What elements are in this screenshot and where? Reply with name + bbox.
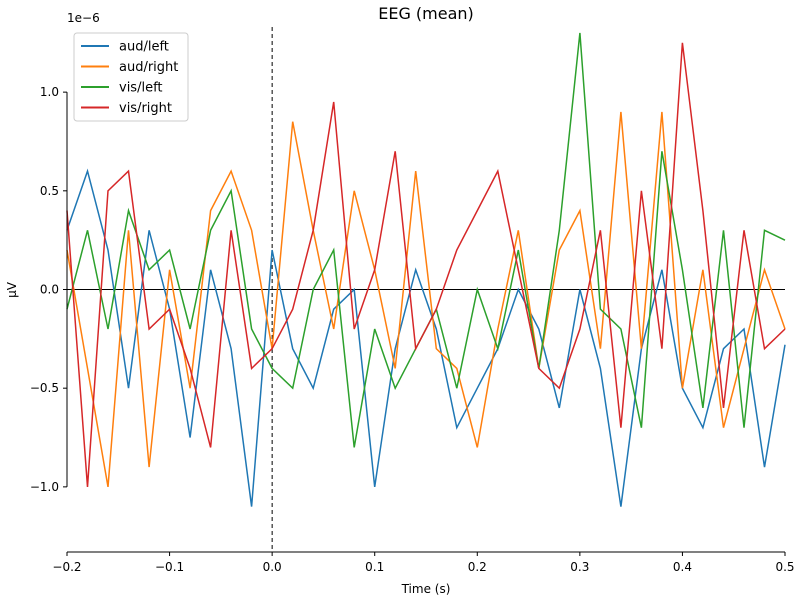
x-axis-label: Time (s) bbox=[401, 582, 451, 596]
y-offset-text: 1e−6 bbox=[67, 11, 100, 25]
legend: aud/left aud/right vis/left vis/right bbox=[73, 32, 189, 122]
y-tick-label: −1.0 bbox=[30, 480, 59, 494]
y-tick-label: 0.5 bbox=[40, 184, 59, 198]
x-tick-label: 0.3 bbox=[570, 560, 589, 574]
legend-label: aud/left bbox=[119, 40, 169, 55]
legend-label: vis/right bbox=[119, 101, 172, 116]
series-line-vis-right bbox=[66, 42, 786, 487]
legend-label: vis/left bbox=[119, 81, 163, 96]
y-tick-label: 1.0 bbox=[40, 85, 59, 99]
chart-title: EEG (mean) bbox=[378, 4, 474, 23]
x-tick-label: −0.2 bbox=[52, 560, 81, 574]
y-axis-label: µV bbox=[5, 281, 19, 298]
legend-box bbox=[73, 32, 189, 122]
x-tick-label: −0.1 bbox=[155, 560, 184, 574]
x-tick-label: 0.4 bbox=[673, 560, 692, 574]
series-line-aud-left bbox=[66, 168, 786, 507]
series-lines bbox=[66, 32, 786, 507]
series-line-aud-right bbox=[66, 111, 786, 488]
y-tick-label: 0.0 bbox=[40, 283, 59, 297]
legend-label: aud/right bbox=[119, 60, 178, 75]
x-tick-label: 0.1 bbox=[365, 560, 384, 574]
x-tick-label: 0.5 bbox=[775, 560, 794, 574]
y-tick-label: −0.5 bbox=[30, 381, 59, 395]
x-tick-label: 0.0 bbox=[263, 560, 282, 574]
x-tick-label: 0.2 bbox=[468, 560, 487, 574]
